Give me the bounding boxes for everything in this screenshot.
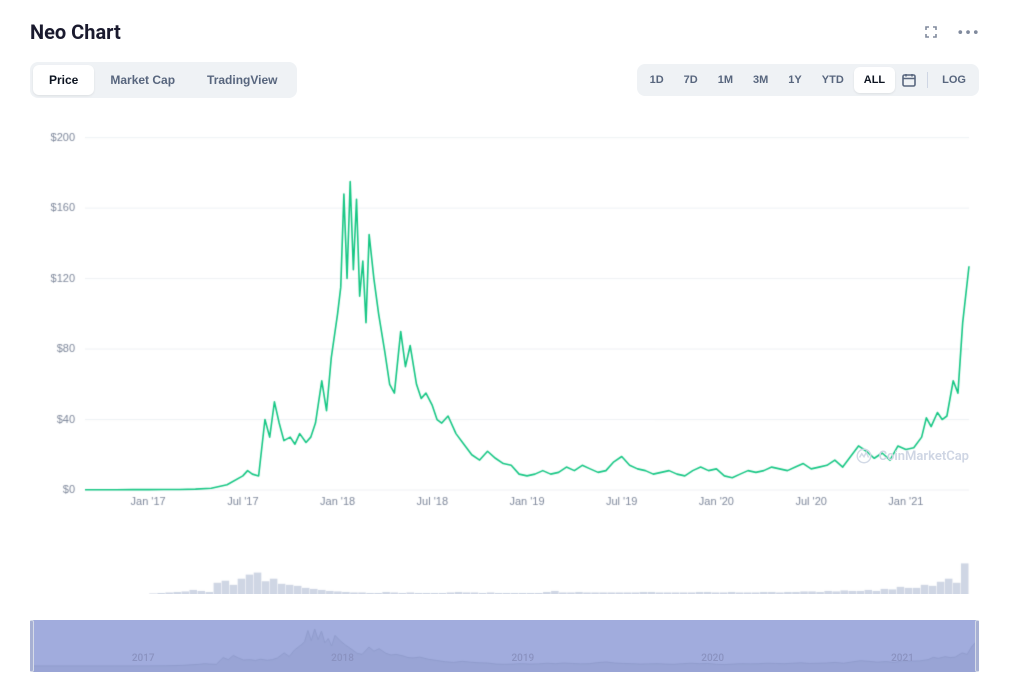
tab-tradingview[interactable]: TradingView (191, 65, 293, 95)
overview-year-label: 2020 (701, 653, 724, 664)
scrubber-handle-right[interactable] (975, 620, 979, 672)
range-divider (927, 72, 928, 88)
overview-year-label: 2018 (331, 653, 354, 664)
overview-year-label: 2019 (511, 653, 534, 664)
fullscreen-icon[interactable] (921, 22, 941, 42)
volume-chart (30, 539, 979, 594)
range-7d[interactable]: 7D (674, 67, 708, 93)
chart-type-tabs: PriceMarket CapTradingView (30, 62, 297, 98)
range-3m[interactable]: 3M (743, 67, 778, 93)
range-1d[interactable]: 1D (640, 67, 674, 93)
overview-year-label: 2017 (132, 653, 155, 664)
tab-market-cap[interactable]: Market Cap (94, 65, 191, 95)
calendar-icon[interactable] (895, 72, 923, 88)
range-1m[interactable]: 1M (708, 67, 743, 93)
scrubber-handle-left[interactable] (30, 620, 34, 672)
header-actions: ••• (921, 22, 979, 42)
chart-title: Neo Chart (30, 20, 121, 44)
time-range-group: 1D7D1M3M1YYTDALL LOG (637, 64, 979, 96)
price-chart[interactable]: CoinMarketCap (30, 112, 979, 537)
overview-year-label: 2021 (891, 653, 914, 664)
range-all[interactable]: ALL (854, 67, 895, 93)
range-1y[interactable]: 1Y (778, 67, 811, 93)
tab-price[interactable]: Price (33, 65, 94, 95)
overview-scrubber[interactable]: 2017 2018 2019 2020 2021 (30, 620, 979, 672)
scale-toggle[interactable]: LOG (932, 67, 976, 93)
range-ytd[interactable]: YTD (812, 67, 854, 93)
more-icon[interactable]: ••• (959, 22, 979, 42)
